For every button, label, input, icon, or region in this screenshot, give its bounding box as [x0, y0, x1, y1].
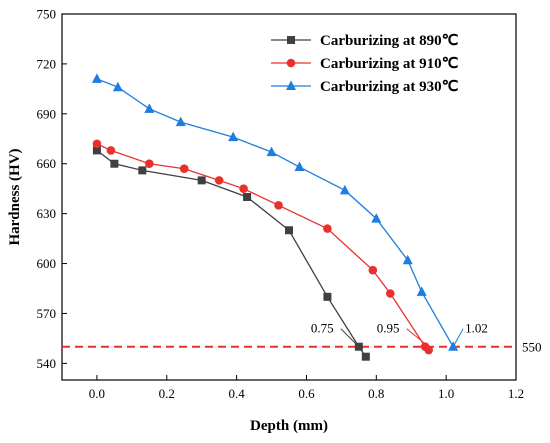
data-point-series-2 — [385, 289, 395, 298]
series-line-2 — [96, 143, 430, 351]
data-point-series-1 — [361, 352, 370, 361]
data-point-series-2 — [106, 146, 116, 155]
data-point-series-3 — [294, 161, 305, 172]
legend-label-1: Carburizing at 890℃ — [320, 33, 459, 49]
data-point-series-3 — [266, 146, 277, 157]
axis-ticks: 0.0 0.2 0.4 0.6 0.8 1.0 1.2 540 570 600 630 660 690 7… — [37, 7, 525, 402]
annotation-leader — [340, 328, 360, 348]
x-tick-label: 1.2 — [508, 386, 524, 401]
data-point-series-2 — [274, 201, 283, 210]
y-tick-label: 570 — [37, 306, 57, 321]
reference-line-label: 550 — [522, 340, 542, 355]
y-tick-label: 540 — [37, 356, 57, 371]
annotation-label: 1.02 — [465, 321, 488, 336]
data-point-series-3 — [112, 81, 123, 92]
y-tick-label: 720 — [37, 56, 57, 71]
annotation-label: 0.75 — [311, 321, 334, 336]
data-point-series-2 — [424, 345, 433, 355]
x-tick-label: 0.4 — [228, 386, 245, 401]
annotation-leader — [452, 328, 464, 347]
x-tick-label: 1.0 — [438, 386, 454, 401]
data-point-series-2 — [145, 159, 154, 169]
x-tick-label: 0.2 — [159, 386, 175, 401]
data-point-series-1 — [92, 146, 101, 155]
data-point-series-2 — [368, 265, 378, 275]
y-tick-label: 660 — [37, 156, 57, 171]
data-point-series-1 — [138, 166, 147, 175]
legend-label-2: Carburizing at 910℃ — [320, 56, 459, 72]
data-point-series-3 — [416, 286, 427, 296]
data-point-series-2 — [323, 224, 332, 233]
data-point-series-2 — [92, 139, 102, 149]
data-point-series-3 — [339, 184, 350, 195]
data-point-series-3 — [402, 254, 413, 265]
x-tick-label: 0.8 — [368, 386, 384, 401]
data-point-series-3 — [144, 103, 155, 113]
y-axis-title: Hardness (HV) — [7, 148, 23, 245]
data-point-series-3 — [371, 213, 382, 223]
x-tick-label: 0.0 — [89, 386, 105, 401]
legend-marker-3 — [286, 80, 296, 90]
data-point-series-2 — [214, 176, 224, 185]
y-tick-label: 630 — [37, 206, 57, 221]
data-point-series-1 — [197, 176, 206, 185]
legend-marker-1 — [287, 36, 295, 44]
data-point-series-1 — [285, 226, 293, 235]
data-point-series-3 — [175, 116, 186, 127]
x-axis-title: Depth (mm) — [250, 418, 328, 434]
annotation-group: 0.75 0.95 1.02 — [311, 321, 488, 348]
y-tick-label: 600 — [37, 256, 57, 271]
series-line-3 — [96, 78, 454, 348]
data-point-series-1 — [323, 292, 332, 301]
legend-marker-2 — [286, 58, 296, 68]
data-point-series-3 — [228, 131, 239, 142]
data-point-series-1 — [243, 193, 252, 201]
series-group — [91, 73, 459, 361]
y-tick-label: 750 — [37, 7, 57, 22]
data-point-series-3 — [91, 73, 102, 83]
reference-line-group: 550 — [62, 340, 542, 355]
x-tick-label: 0.6 — [298, 386, 315, 401]
annotation-label: 0.95 — [377, 321, 400, 336]
data-point-series-2 — [239, 184, 248, 193]
data-point-series-2 — [179, 164, 189, 174]
legend-label-3: Carburizing at 930℃ — [320, 79, 459, 95]
annotation-leader — [406, 328, 430, 348]
plot-frame — [61, 13, 517, 381]
y-tick-label: 690 — [37, 106, 57, 121]
legend: Carburizing at 890℃ Carburizing at 910℃ Ca… — [271, 33, 459, 95]
data-point-series-1 — [110, 159, 119, 168]
